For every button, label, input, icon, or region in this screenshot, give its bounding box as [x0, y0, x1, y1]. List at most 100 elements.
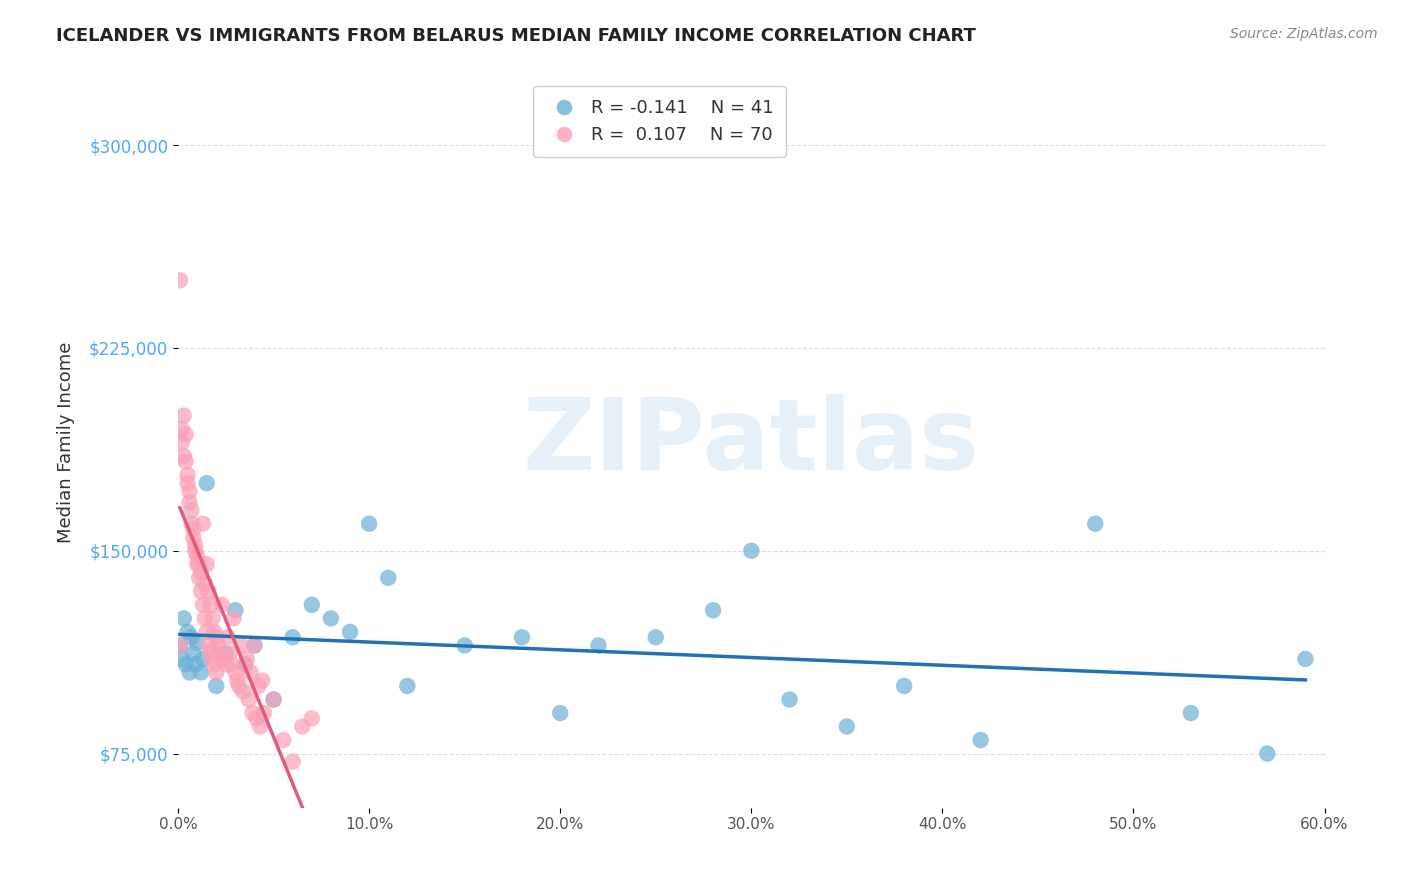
- Icelanders: [243, 639, 266, 653]
- Immigrants from Belarus: [218, 647, 240, 661]
- Immigrants from Belarus: [170, 422, 193, 436]
- Immigrants from Belarus: [200, 598, 222, 612]
- Immigrants from Belarus: [253, 706, 276, 720]
- Immigrants from Belarus: [215, 657, 238, 672]
- Immigrants from Belarus: [200, 644, 222, 658]
- Immigrants from Belarus: [226, 673, 249, 688]
- Immigrants from Belarus: [211, 598, 233, 612]
- Icelanders: [339, 624, 361, 639]
- Immigrants from Belarus: [202, 657, 225, 672]
- Immigrants from Belarus: [191, 598, 214, 612]
- Immigrants from Belarus: [205, 630, 228, 644]
- Immigrants from Belarus: [228, 679, 250, 693]
- Immigrants from Belarus: [238, 692, 260, 706]
- Immigrants from Belarus: [249, 720, 271, 734]
- Immigrants from Belarus: [263, 692, 285, 706]
- Immigrants from Belarus: [291, 720, 314, 734]
- Immigrants from Belarus: [179, 484, 201, 499]
- Icelanders: [1294, 652, 1316, 666]
- Icelanders: [184, 657, 207, 672]
- Immigrants from Belarus: [222, 611, 245, 625]
- Immigrants from Belarus: [184, 543, 207, 558]
- Immigrants from Belarus: [180, 503, 202, 517]
- Immigrants from Belarus: [250, 673, 273, 688]
- Icelanders: [190, 665, 212, 680]
- Immigrants from Belarus: [236, 652, 259, 666]
- Icelanders: [183, 647, 205, 661]
- Immigrants from Belarus: [233, 657, 256, 672]
- Immigrants from Belarus: [188, 558, 211, 572]
- Icelanders: [263, 692, 285, 706]
- Icelanders: [170, 652, 193, 666]
- Immigrants from Belarus: [194, 576, 217, 591]
- Icelanders: [396, 679, 419, 693]
- Immigrants from Belarus: [229, 639, 252, 653]
- Immigrants from Belarus: [271, 733, 294, 747]
- Icelanders: [359, 516, 381, 531]
- Immigrants from Belarus: [183, 522, 205, 536]
- Icelanders: [224, 603, 246, 617]
- Icelanders: [205, 679, 228, 693]
- Immigrants from Belarus: [242, 706, 264, 720]
- Immigrants from Belarus: [195, 558, 218, 572]
- Icelanders: [176, 624, 198, 639]
- Immigrants from Belarus: [201, 652, 224, 666]
- Icelanders: [588, 639, 610, 653]
- Immigrants from Belarus: [239, 665, 262, 680]
- Immigrants from Belarus: [202, 624, 225, 639]
- Immigrants from Belarus: [179, 495, 201, 509]
- Icelanders: [893, 679, 915, 693]
- Immigrants from Belarus: [247, 679, 270, 693]
- Immigrants from Belarus: [174, 427, 197, 442]
- Immigrants from Belarus: [243, 639, 266, 653]
- Immigrants from Belarus: [224, 665, 246, 680]
- Immigrants from Belarus: [245, 711, 267, 725]
- Immigrants from Belarus: [173, 409, 195, 423]
- Immigrants from Belarus: [190, 566, 212, 580]
- Immigrants from Belarus: [221, 657, 243, 672]
- Immigrants from Belarus: [188, 571, 211, 585]
- Icelanders: [1084, 516, 1107, 531]
- Icelanders: [835, 720, 858, 734]
- Icelanders: [1256, 747, 1278, 761]
- Icelanders: [740, 543, 762, 558]
- Icelanders: [510, 630, 533, 644]
- Icelanders: [644, 630, 666, 644]
- Icelanders: [186, 636, 208, 650]
- Immigrants from Belarus: [194, 611, 217, 625]
- Icelanders: [969, 733, 991, 747]
- Icelanders: [215, 647, 238, 661]
- Immigrants from Belarus: [174, 454, 197, 468]
- Icelanders: [779, 692, 801, 706]
- Immigrants from Belarus: [180, 516, 202, 531]
- Icelanders: [195, 476, 218, 491]
- Icelanders: [173, 611, 195, 625]
- Icelanders: [702, 603, 724, 617]
- Immigrants from Belarus: [183, 530, 205, 544]
- Immigrants from Belarus: [212, 652, 235, 666]
- Immigrants from Belarus: [197, 639, 219, 653]
- Immigrants from Belarus: [169, 639, 191, 653]
- Immigrants from Belarus: [173, 449, 195, 463]
- Icelanders: [319, 611, 342, 625]
- Immigrants from Belarus: [281, 755, 304, 769]
- Icelanders: [180, 630, 202, 644]
- Icelanders: [191, 652, 214, 666]
- Immigrants from Belarus: [176, 476, 198, 491]
- Immigrants from Belarus: [205, 665, 228, 680]
- Icelanders: [281, 630, 304, 644]
- Immigrants from Belarus: [190, 584, 212, 599]
- Icelanders: [453, 639, 475, 653]
- Text: ICELANDER VS IMMIGRANTS FROM BELARUS MEDIAN FAMILY INCOME CORRELATION CHART: ICELANDER VS IMMIGRANTS FROM BELARUS MED…: [56, 27, 976, 45]
- Immigrants from Belarus: [195, 624, 218, 639]
- Immigrants from Belarus: [197, 584, 219, 599]
- Icelanders: [377, 571, 399, 585]
- Icelanders: [169, 639, 191, 653]
- Y-axis label: Median Family Income: Median Family Income: [58, 342, 75, 543]
- Icelanders: [1180, 706, 1202, 720]
- Immigrants from Belarus: [201, 611, 224, 625]
- Immigrants from Belarus: [232, 684, 254, 698]
- Immigrants from Belarus: [301, 711, 323, 725]
- Icelanders: [174, 657, 197, 672]
- Immigrants from Belarus: [184, 538, 207, 552]
